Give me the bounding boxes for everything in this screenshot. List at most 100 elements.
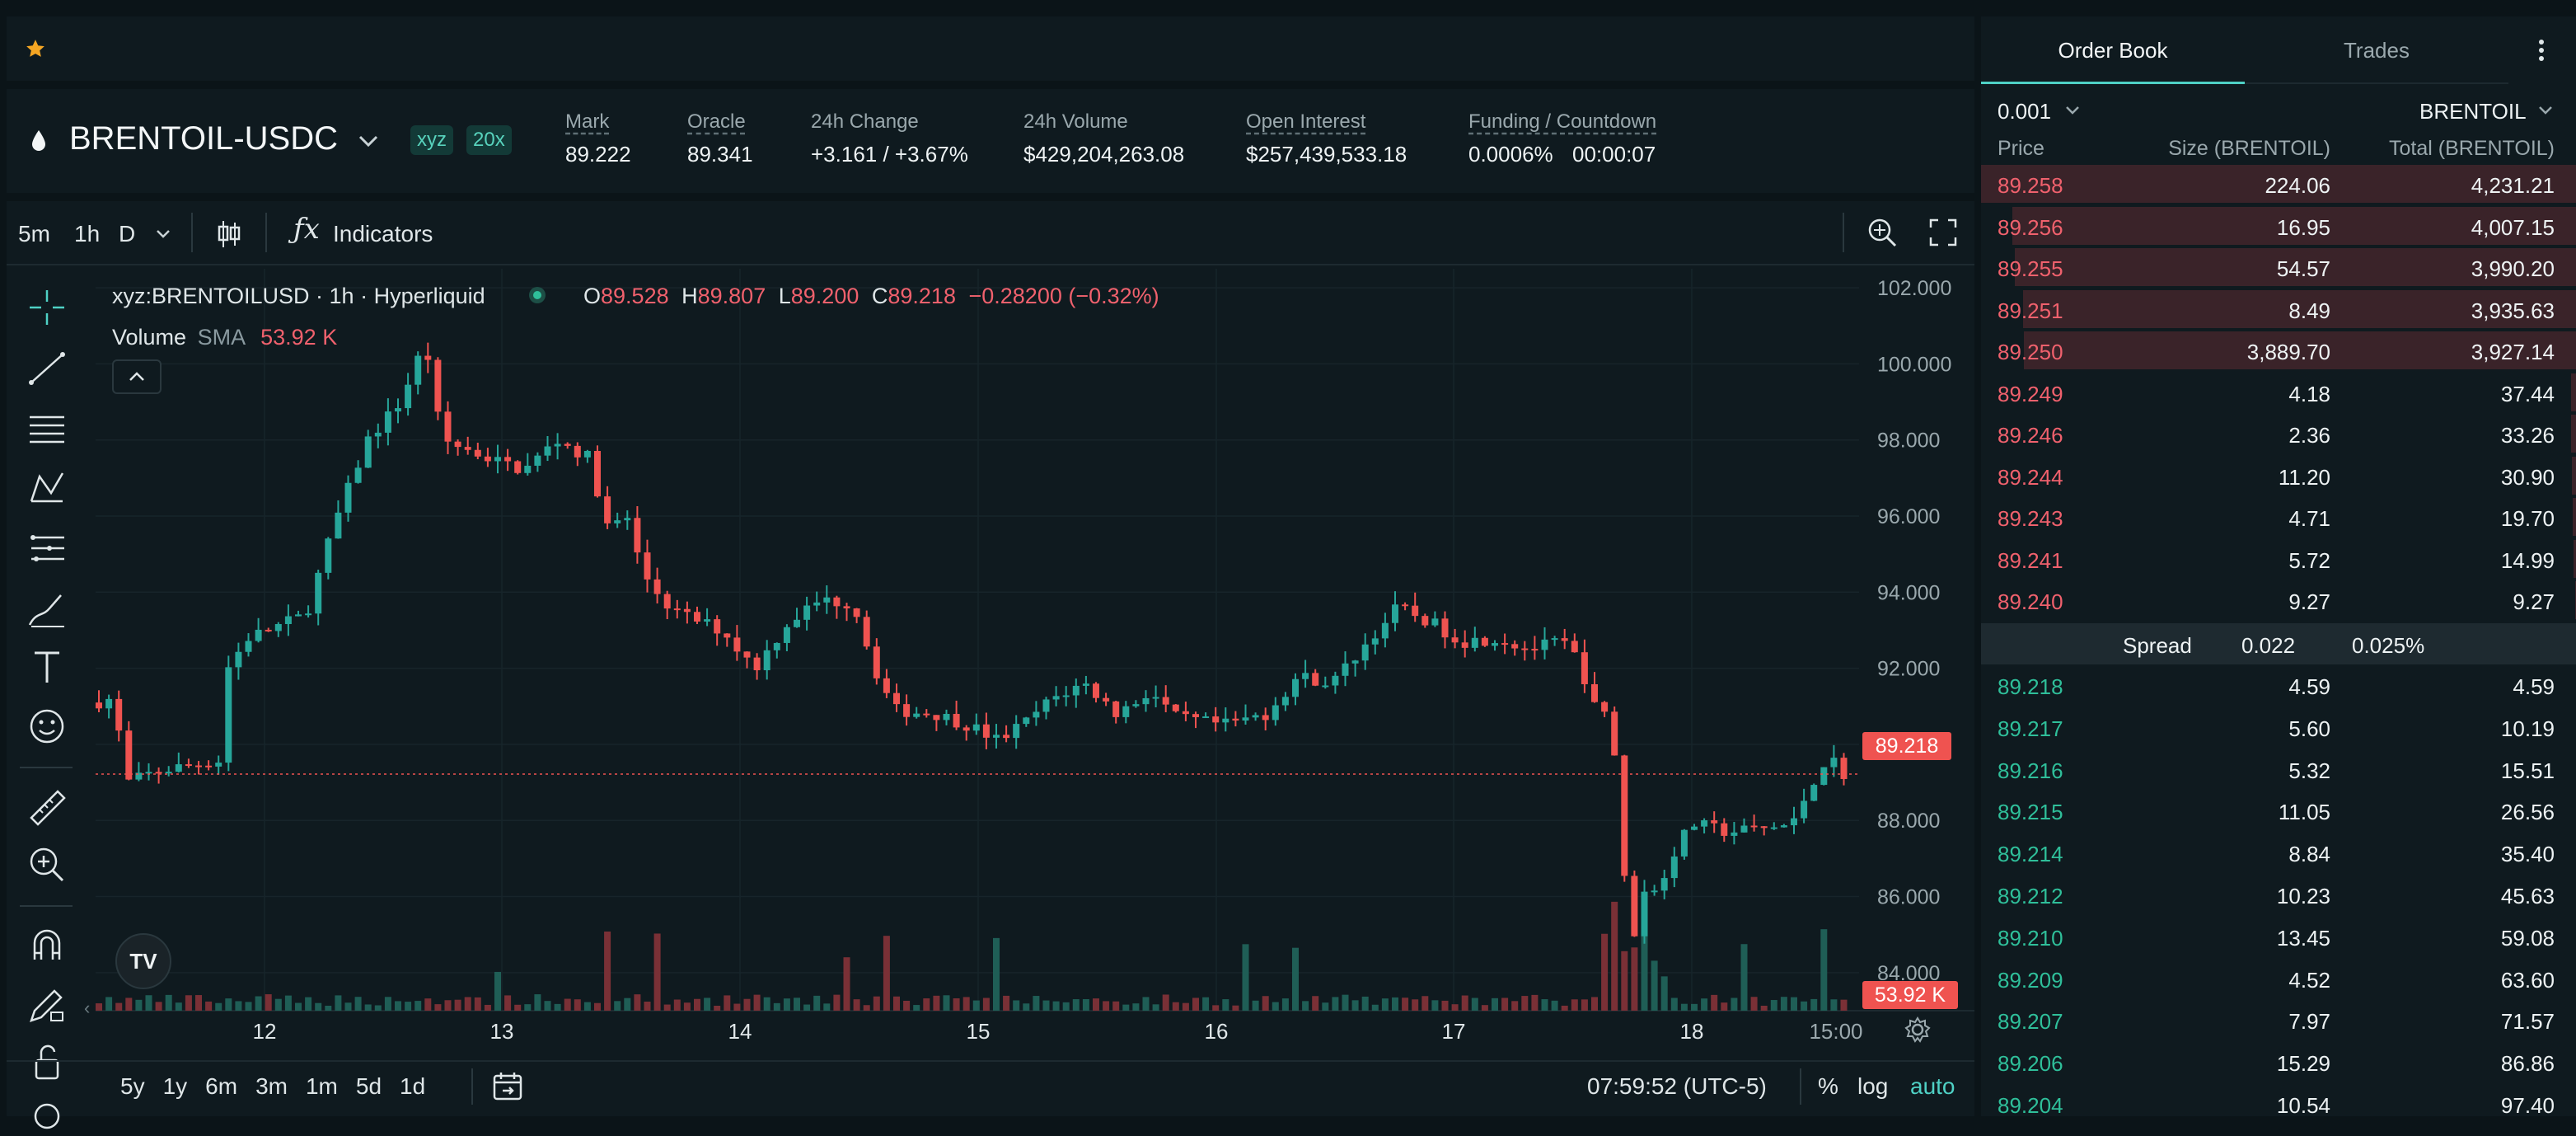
candle-body (724, 633, 731, 638)
settings-gear-icon[interactable] (1904, 1016, 1932, 1044)
indicators-button[interactable]: Indicators (333, 221, 433, 246)
interval-d[interactable]: D (119, 221, 136, 246)
range-6m[interactable]: 6m (205, 1073, 238, 1099)
time-axis[interactable]: 12 13 14 15 16 17 18 15:00 (253, 1019, 1863, 1044)
depth-bar (2570, 373, 2576, 411)
ask-row[interactable]: 89.244 11.20 30.90 (1981, 455, 2576, 496)
eye-icon[interactable] (25, 1091, 69, 1136)
ask-row[interactable]: 89.246 2.36 33.26 (1981, 413, 2576, 454)
emoji-icon[interactable] (25, 704, 69, 749)
auto-toggle[interactable]: auto (1910, 1073, 1955, 1099)
range-1m[interactable]: 1m (305, 1073, 338, 1099)
collapse-legend-button[interactable] (112, 359, 162, 394)
magnet-icon[interactable] (25, 923, 69, 968)
chevron-down-icon[interactable] (155, 228, 171, 241)
fib-icon[interactable] (25, 526, 69, 570)
collapse-toolbar-icon[interactable]: ‹ (84, 998, 91, 1018)
price-chart[interactable]: 102.000100.00098.00096.00094.00092.00090… (96, 269, 1974, 1116)
ask-row[interactable]: 89.249 4.18 37.44 (1981, 372, 2576, 413)
candle-body (604, 496, 611, 523)
ask-row[interactable]: 89.243 4.71 19.70 (1981, 496, 2576, 537)
range-5y[interactable]: 5y (120, 1073, 145, 1099)
trend-line-icon[interactable] (25, 346, 69, 391)
candlestick-type-icon[interactable] (216, 218, 242, 251)
chevron-down-icon[interactable] (356, 132, 381, 150)
volume-bar (653, 933, 661, 1011)
ask-row[interactable]: 89.240 9.27 9.27 (1981, 580, 2576, 621)
bid-row[interactable]: 89.212 10.23 45.63 (1981, 874, 2576, 915)
zoom-in-icon[interactable] (25, 843, 69, 887)
ask-row[interactable]: 89.255 54.57 3,990.20 (1981, 246, 2576, 288)
ask-row[interactable]: 89.251 8.49 3,935.63 (1981, 289, 2576, 330)
volume-bar (1621, 951, 1628, 1011)
market-symbol[interactable]: BRENTOIL-USDC (69, 120, 338, 157)
candle-body (1033, 711, 1040, 718)
candle-body (1421, 616, 1429, 626)
calendar-goto-icon[interactable] (491, 1070, 524, 1103)
high-label: H (681, 284, 698, 308)
range-3m[interactable]: 3m (255, 1073, 288, 1099)
bid-row[interactable]: 89.207 7.97 71.57 (1981, 999, 2576, 1040)
tab-order-book[interactable]: Order Book (1981, 16, 2245, 84)
volume-bar (753, 994, 761, 1011)
indicators-icon[interactable]: ƒx (293, 213, 320, 246)
candle-body (1711, 820, 1718, 824)
depth-bar (2573, 498, 2576, 536)
lock-icon[interactable] (25, 1040, 69, 1085)
tradingview-logo-icon[interactable]: TV (115, 933, 171, 989)
ruler-icon[interactable] (25, 785, 69, 829)
zoom-search-icon[interactable] (1866, 216, 1899, 249)
bid-row[interactable]: 89.210 13.45 59.08 (1981, 916, 2576, 957)
bid-row[interactable]: 89.217 5.60 10.19 (1981, 706, 2576, 748)
ask-price: 89.240 (1998, 589, 2063, 614)
tab-trades[interactable]: Trades (2245, 16, 2508, 84)
pattern-icon[interactable] (25, 465, 69, 509)
candle-body (1471, 637, 1478, 648)
candle-body (1192, 714, 1199, 717)
col-size: Size (BRENTOIL) (2168, 137, 2330, 160)
ask-row[interactable]: 89.256 16.95 4,007.15 (1981, 205, 2576, 246)
tick-size-select[interactable]: 0.001 (1998, 99, 2052, 124)
volume-bar (624, 998, 631, 1011)
more-options-icon[interactable] (2532, 36, 2551, 64)
bid-row[interactable]: 89.215 11.05 26.56 (1981, 790, 2576, 831)
bid-row[interactable]: 89.214 8.84 35.40 (1981, 832, 2576, 873)
log-toggle[interactable]: log (1857, 1073, 1889, 1099)
ask-row[interactable]: 89.241 5.72 14.99 (1981, 538, 2576, 580)
clock-display[interactable]: 07:59:52 (UTC-5) (1587, 1073, 1767, 1099)
fullscreen-icon[interactable] (1928, 218, 1958, 247)
percent-toggle[interactable]: % (1818, 1073, 1838, 1099)
candle-body (424, 355, 432, 360)
bid-row[interactable]: 89.206 15.29 86.86 (1981, 1041, 2576, 1082)
brush-icon[interactable] (25, 587, 69, 631)
chevron-down-icon[interactable] (2063, 104, 2082, 117)
candle-body (1412, 605, 1419, 617)
chevron-down-icon[interactable] (2536, 104, 2555, 117)
badge-leverage[interactable]: 20x (466, 125, 512, 155)
bid-size: 10.54 (2276, 1093, 2330, 1118)
ask-row[interactable]: 89.258 224.06 4,231.21 (1981, 163, 2576, 204)
bid-row[interactable]: 89.204 10.54 97.40 (1981, 1083, 2576, 1124)
star-icon[interactable] (25, 38, 46, 59)
volume-bar (534, 994, 541, 1011)
mark-label: Mark (565, 110, 610, 133)
range-1d[interactable]: 1d (400, 1073, 426, 1099)
interval-5m[interactable]: 5m (18, 221, 50, 246)
bid-row[interactable]: 89.216 5.32 15.51 (1981, 749, 2576, 790)
bid-row[interactable]: 89.209 4.52 63.60 (1981, 958, 2576, 999)
bid-row[interactable]: 89.218 4.59 4.59 (1981, 664, 2576, 706)
range-5d[interactable]: 5d (355, 1073, 382, 1099)
parallel-lines-icon[interactable] (25, 406, 69, 450)
candle-body (554, 444, 561, 447)
text-tool-icon[interactable] (25, 645, 69, 689)
range-1y[interactable]: 1y (162, 1073, 188, 1099)
crosshair-icon[interactable] (25, 285, 69, 330)
ask-row[interactable]: 89.250 3,889.70 3,927.14 (1981, 330, 2576, 371)
volume-bar (1760, 1005, 1768, 1011)
unit-select[interactable]: BRENTOIL (2419, 99, 2527, 124)
candle-body (255, 629, 262, 641)
interval-1h[interactable]: 1h (74, 221, 101, 246)
edit-lock-icon[interactable] (25, 983, 69, 1027)
price-axis[interactable]: 102.000100.00098.00096.00094.00092.00090… (1877, 277, 1951, 985)
volume-bar (1292, 947, 1299, 1011)
